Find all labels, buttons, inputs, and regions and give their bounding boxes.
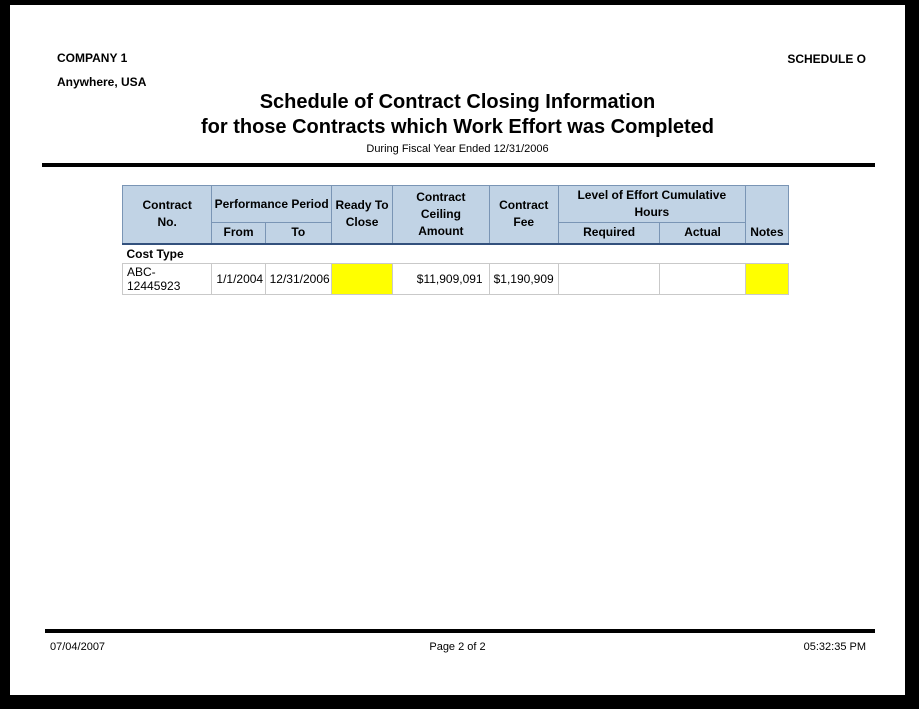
col-header-contract-ceiling-line1: Contract Ceiling [416, 189, 466, 221]
group-row: Cost Type [122, 242, 789, 264]
title-block: Schedule of Contract Closing Information… [10, 90, 905, 156]
col-header-ready-to-close: Ready To Close [330, 185, 394, 244]
col-header-from: From [211, 222, 266, 244]
col-header-contract-no-line1: Contract [142, 198, 192, 213]
cell-fee: $1,190,909 [488, 263, 559, 295]
header-row-top: Contract No. Performance Period Ready To… [121, 185, 790, 244]
cell-ready-to-close-highlight [330, 263, 394, 295]
header-row-bottom: From To Required Actual [123, 222, 789, 244]
cell-contract-no: ABC-12445923 [121, 263, 213, 295]
footer-divider-rule [45, 629, 875, 633]
table-row: ABC-12445923 1/1/2004 12/31/2006 $11,909… [121, 263, 790, 295]
col-header-performance-period: Performance Period [211, 185, 332, 223]
col-header-ready-to-close-line2: Close [345, 215, 379, 230]
col-header-ready-to-close-line1: Ready To [335, 198, 389, 213]
cell-required [557, 263, 661, 295]
col-header-contract-no: Contract No. [121, 185, 213, 244]
header-divider-rule [42, 163, 875, 167]
cell-actual [659, 263, 746, 295]
col-header-required: Required [557, 222, 661, 244]
col-header-contract-fee-line1: Contract [499, 198, 549, 213]
footer-date: 07/04/2007 [50, 641, 106, 653]
company-location: Anywhere, USA [57, 75, 147, 89]
report-page: COMPANY 1 Anywhere, USA SCHEDULE O Sched… [10, 5, 905, 695]
report-title-line1: Schedule of Contract Closing Information [259, 91, 656, 113]
group-label: Cost Type [122, 242, 789, 264]
table-wrapper: Contract No. Performance Period Ready To… [121, 185, 790, 295]
col-header-actual: Actual [659, 222, 746, 244]
company-name: COMPANY 1 [57, 51, 128, 65]
col-header-level-of-effort: Level of Effort Cumulative Hours [557, 185, 746, 223]
cell-from: 1/1/2004 [211, 263, 266, 295]
col-header-contract-no-line2: No. [157, 215, 177, 230]
footer-time: 05:32:35 PM [803, 641, 866, 653]
col-header-contract-ceiling-amount: Contract Ceiling Amount [392, 185, 490, 244]
report-subtitle: During Fiscal Year Ended 12/31/2006 [366, 143, 549, 155]
cell-to: 12/31/2006 [264, 263, 332, 295]
cell-ceiling-amount: $11,909,091 [392, 263, 490, 295]
col-header-contract-fee-line2: Fee [513, 215, 535, 230]
footer-page-number: Page 2 of 2 [429, 641, 486, 653]
cell-notes-highlight [744, 263, 790, 295]
col-header-contract-ceiling-line2: Amount [418, 223, 464, 238]
col-header-contract-fee: Contract Fee [488, 185, 559, 244]
contract-closing-table: Contract No. Performance Period Ready To… [121, 185, 790, 295]
schedule-label: SCHEDULE O [787, 52, 866, 66]
report-title-line2: for those Contracts which Work Effort wa… [200, 116, 715, 138]
col-header-notes: Notes [744, 185, 790, 244]
col-header-to: To [264, 222, 332, 244]
